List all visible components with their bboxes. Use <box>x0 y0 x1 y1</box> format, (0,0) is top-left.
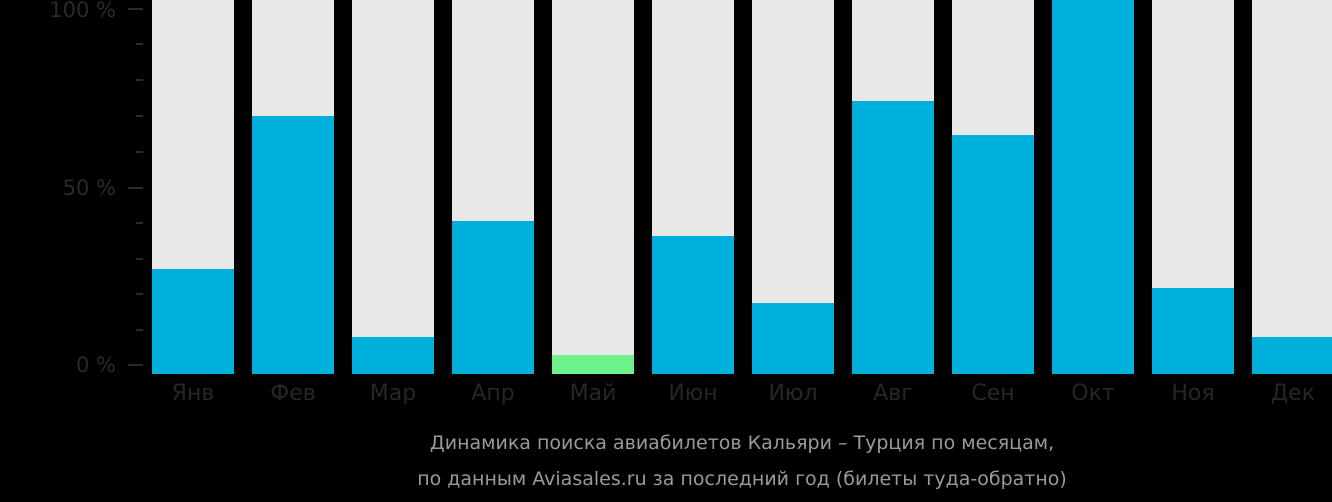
x-tick-label: Дек <box>1270 381 1315 406</box>
bar-9 <box>952 0 1034 374</box>
y-minor-tick <box>136 151 143 153</box>
x-tick-label: Сен <box>971 381 1015 406</box>
x-tick-label: Окт <box>1071 381 1115 406</box>
chart-caption-line2: по данным Aviasales.ru за последний год … <box>417 468 1067 490</box>
x-tick-label: Ноя <box>1171 381 1215 406</box>
bar-7 <box>752 0 834 374</box>
bar-12 <box>1252 0 1332 374</box>
y-minor-tick <box>136 43 143 45</box>
bar-fill <box>1152 287 1234 374</box>
x-tick-label: Май <box>569 381 617 406</box>
y-minor-tick <box>136 293 143 295</box>
bar-fill <box>152 269 234 374</box>
x-tick-label: Авг <box>873 381 913 406</box>
chart-caption-line1: Динамика поиска авиабилетов Кальяри – Ту… <box>429 432 1055 454</box>
x-tick-label: Июл <box>768 381 818 406</box>
bar-fill <box>452 220 534 374</box>
y-minor-tick <box>136 115 143 117</box>
bar-fill <box>552 355 634 374</box>
bar-fill <box>652 235 734 374</box>
bar-fill <box>752 302 834 374</box>
bar-fill <box>352 336 434 374</box>
y-minor-tick <box>136 258 143 260</box>
y-minor-tick <box>136 329 143 331</box>
bar-fill <box>1252 336 1332 374</box>
bar-fill <box>1052 0 1134 374</box>
bar-2 <box>252 0 334 374</box>
y-minor-tick <box>136 222 143 224</box>
x-tick-label: Янв <box>171 381 215 406</box>
y-major-tick <box>128 187 143 189</box>
bar-10 <box>1052 0 1134 374</box>
y-major-tick <box>128 364 143 366</box>
bar-6 <box>652 0 734 374</box>
bar-fill <box>952 134 1034 374</box>
bar-4 <box>452 0 534 374</box>
bar-8 <box>852 0 934 374</box>
bar-3 <box>352 0 434 374</box>
x-tick-label: Мар <box>369 381 417 406</box>
y-minor-tick <box>136 79 143 81</box>
bar-fill <box>252 115 334 374</box>
y-tick-label-0: 0 % <box>76 353 116 377</box>
bar-5 <box>552 0 634 374</box>
x-tick-label: Фев <box>270 381 316 406</box>
y-major-tick <box>128 8 143 10</box>
y-tick-label-50: 50 % <box>62 176 116 200</box>
bar-11 <box>1152 0 1234 374</box>
bar-fill <box>852 100 934 374</box>
x-tick-label: Июн <box>668 381 718 406</box>
bar-1 <box>152 0 234 374</box>
x-tick-label: Апр <box>471 381 515 406</box>
y-tick-label-100: 100 % <box>49 0 116 22</box>
